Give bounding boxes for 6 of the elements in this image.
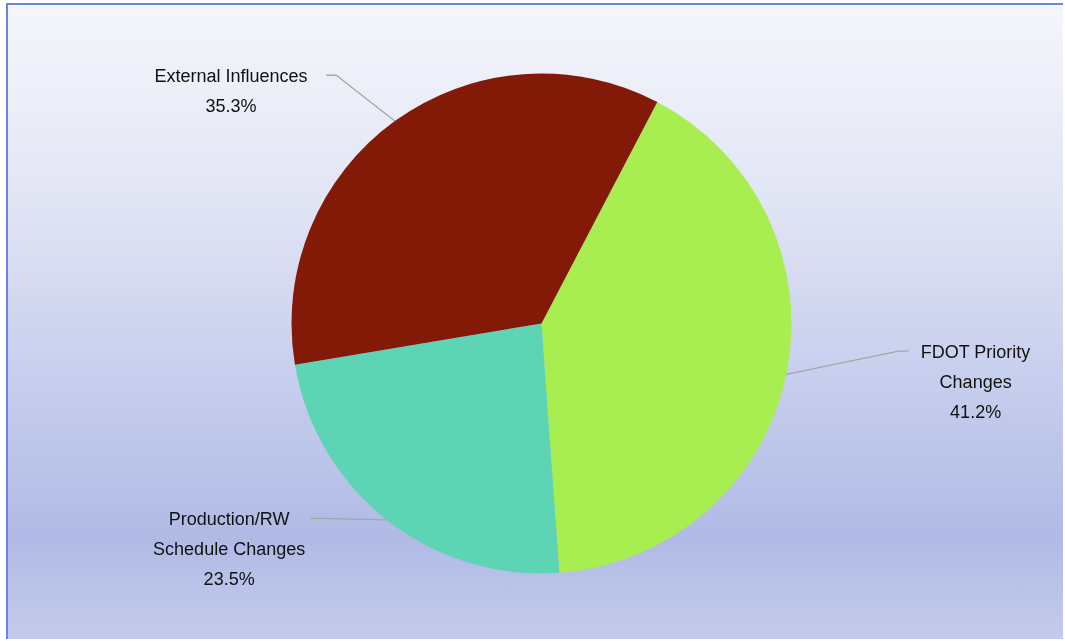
- slice-label: External Influences: [154, 65, 308, 86]
- data-label: 35.3%: [205, 95, 257, 116]
- slice-label: Production/RW Schedule Changes: [153, 509, 306, 560]
- data-label: 41.2%: [950, 402, 1002, 423]
- data-label: 23.5%: [203, 569, 255, 590]
- slice-label: FDOT Priority Changes: [920, 342, 1031, 393]
